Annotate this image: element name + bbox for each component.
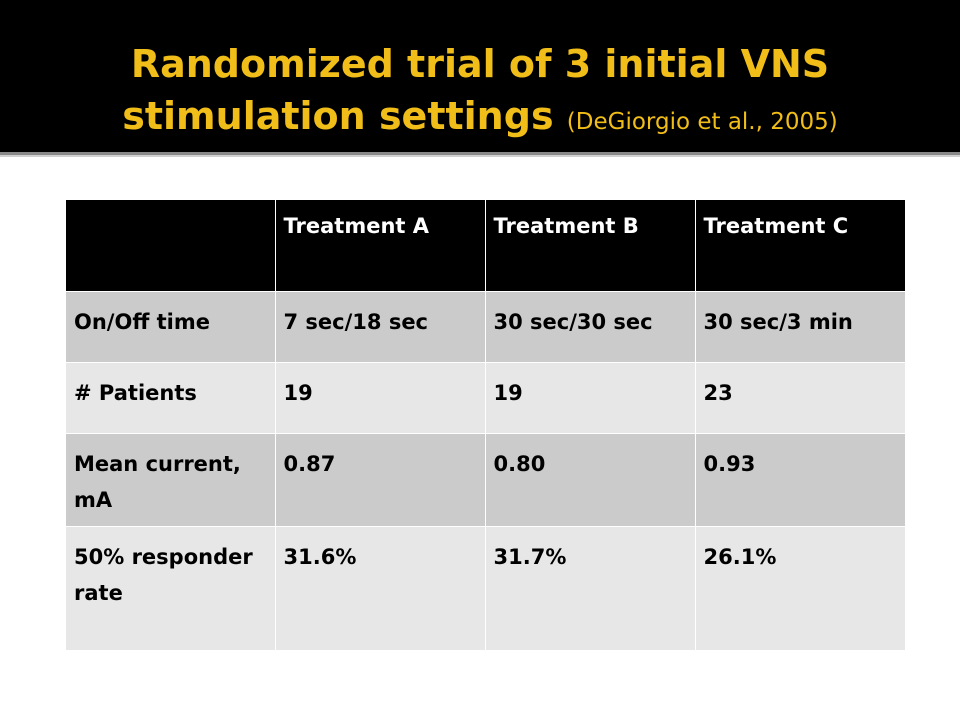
title-divider-highlight	[0, 155, 960, 157]
row-label-mean-current: Mean current, mA	[66, 433, 275, 527]
title-divider	[0, 152, 960, 155]
header-cell-empty	[66, 200, 275, 292]
title-line-1: Randomized trial of 3 initial VNS	[130, 42, 830, 86]
table-cell: 23	[694, 362, 905, 434]
row-label-responder-rate: 50% responder rate	[66, 526, 275, 650]
title-line-2-main: stimulation settings	[122, 94, 554, 138]
table-cell: 0.80	[484, 433, 695, 527]
title-line-2: stimulation settings (DeGiorgio et al., …	[40, 90, 920, 148]
table-row: 50% responder rate 31.6% 31.7% 26.1%	[66, 526, 905, 650]
table-row: Mean current, mA 0.87 0.80 0.93	[66, 433, 905, 527]
table-cell: 0.87	[274, 433, 485, 527]
title-bar: Randomized trial of 3 initial VNS stimul…	[0, 0, 960, 152]
table-row: On/Off time 7 sec/18 sec 30 sec/30 sec 3…	[66, 291, 905, 363]
table-cell: 26.1%	[694, 526, 905, 650]
title-citation: (DeGiorgio et al., 2005)	[566, 109, 838, 135]
table-cell: 0.93	[694, 433, 905, 527]
table-row: # Patients 19 19 23	[66, 362, 905, 434]
table-cell: 19	[274, 362, 485, 434]
header-treatment-b: Treatment B	[484, 200, 695, 292]
table-cell: 31.7%	[484, 526, 695, 650]
treatment-comparison-table: Treatment A Treatment B Treatment C On/O…	[66, 200, 905, 650]
slide-title: Randomized trial of 3 initial VNS stimul…	[40, 38, 920, 148]
table-cell: 19	[484, 362, 695, 434]
table-header-row: Treatment A Treatment B Treatment C	[66, 200, 905, 292]
table-cell: 7 sec/18 sec	[274, 291, 485, 363]
row-label-patients: # Patients	[66, 362, 275, 434]
header-treatment-c: Treatment C	[694, 200, 905, 292]
table-cell: 30 sec/3 min	[694, 291, 905, 363]
header-treatment-a: Treatment A	[274, 200, 485, 292]
table-cell: 30 sec/30 sec	[484, 291, 695, 363]
row-label-on-off-time: On/Off time	[66, 291, 275, 363]
table-cell: 31.6%	[274, 526, 485, 650]
